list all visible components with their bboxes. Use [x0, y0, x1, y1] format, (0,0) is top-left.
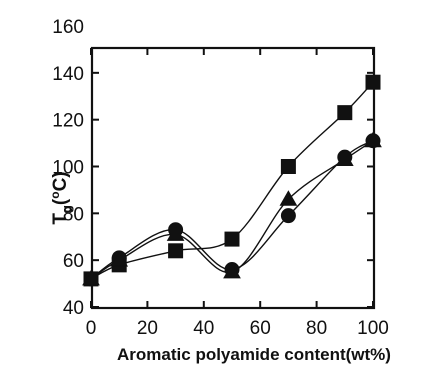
y-tick-label: 60	[63, 251, 84, 272]
square-marker	[224, 231, 240, 247]
x-tick-label: 80	[306, 318, 327, 339]
y-axis-title-open: (	[50, 198, 71, 205]
tick-labels: 0 20 40 60 80 100 40 60 80 100 120 140 160	[52, 17, 389, 339]
y-axis-title-sup: o	[48, 191, 62, 198]
x-tick-label: 20	[137, 318, 158, 339]
triangle-marker	[335, 150, 354, 166]
triangle-marker	[364, 131, 382, 148]
triangle-marker	[110, 251, 129, 267]
triangle-marker	[166, 225, 185, 241]
y-axis-title-sub: g	[59, 205, 74, 213]
square-marker	[365, 74, 381, 90]
y-axis-title-main: T	[50, 213, 71, 225]
plot-frame	[90, 46, 376, 310]
plot-axes	[90, 46, 376, 310]
y-tick-label: 160	[52, 17, 84, 38]
y-tick-label: 100	[52, 158, 84, 179]
y-axis-title-unit: C)	[50, 171, 71, 191]
y-tick-label: 40	[63, 298, 84, 319]
series-curve-triangle	[90, 140, 374, 280]
triangle-marker	[82, 269, 100, 286]
series-curve-circle	[90, 140, 374, 280]
x-tick-label: 100	[357, 318, 389, 339]
series-curves	[90, 81, 374, 280]
y-tick-label: 120	[52, 111, 84, 132]
x-tick-label: 40	[193, 318, 214, 339]
x-tick-label: 0	[86, 318, 97, 339]
y-axis-title: Tg(oC)	[48, 171, 74, 224]
square-marker	[168, 243, 184, 259]
series-curve-square	[90, 81, 374, 280]
square-marker	[280, 159, 296, 174]
x-tick-label: 60	[250, 318, 271, 339]
data-markers	[82, 74, 382, 287]
y-tick-label: 80	[63, 204, 84, 225]
x-axis-title: Aromatic polyamide content(wt%)	[117, 345, 391, 364]
square-marker	[337, 105, 353, 121]
triangle-marker	[279, 190, 298, 206]
circle-marker	[280, 208, 296, 224]
triangle-marker	[223, 262, 241, 279]
y-tick-label: 140	[52, 64, 84, 85]
